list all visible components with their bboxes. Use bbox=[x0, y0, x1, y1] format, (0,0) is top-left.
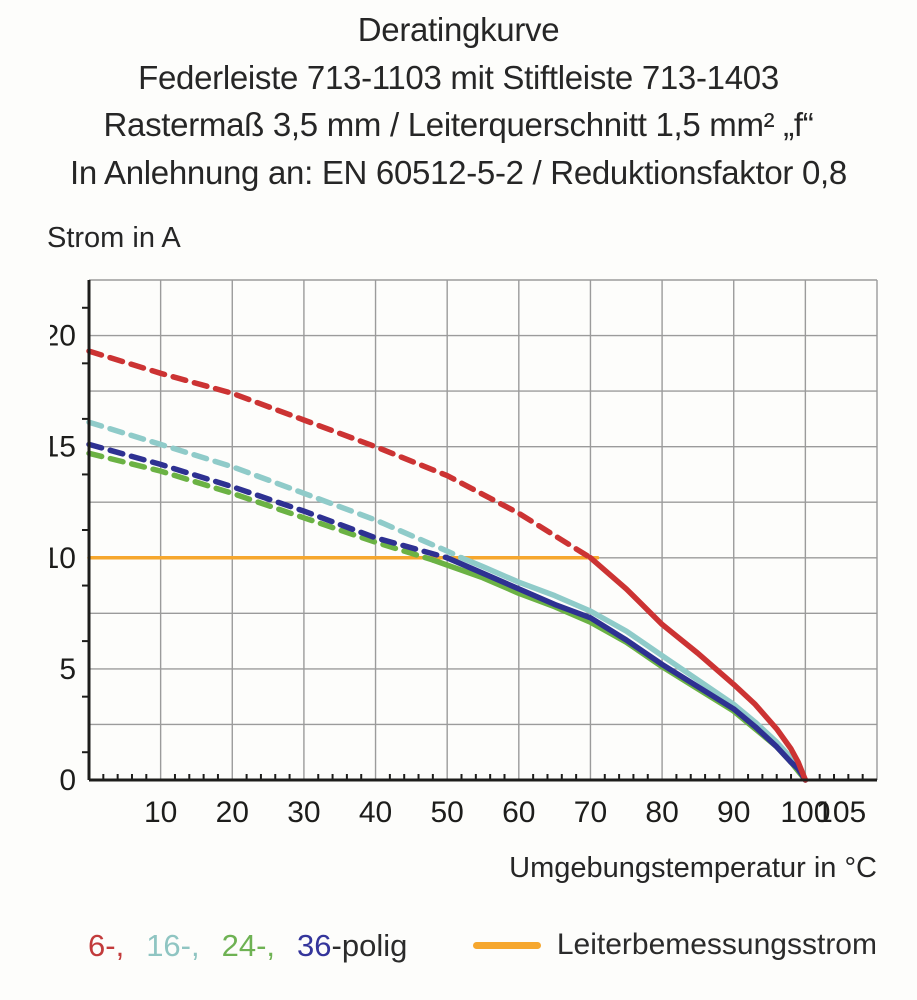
x-tick-label: 50 bbox=[430, 796, 463, 829]
y-tick-label: 15 bbox=[50, 431, 76, 464]
legend-item-6-polig: 6-, bbox=[88, 928, 125, 963]
x-tick-label: 20 bbox=[216, 796, 249, 829]
x-tick-label: 30 bbox=[287, 796, 320, 829]
legend-item-36-polig: 36-polig bbox=[297, 928, 407, 964]
curve-dashed-16-polig bbox=[86, 419, 465, 561]
legend-item-36-number: 36 bbox=[297, 928, 332, 963]
x-tick-label: 100 bbox=[780, 796, 830, 829]
x-axis-title: Umgebungstemperatur in °C bbox=[509, 852, 877, 884]
reference-line-label: Leiterbemessungsstrom bbox=[556, 928, 877, 961]
x-tick-label: 70 bbox=[574, 796, 607, 829]
title-line-4: In Anlehnung an: EN 60512-5-2 / Reduktio… bbox=[70, 153, 847, 191]
x-tick-label: 90 bbox=[717, 796, 750, 829]
reference-line-swatch bbox=[472, 941, 541, 949]
y-tick-label: 10 bbox=[50, 542, 76, 575]
curve-solid-36-polig bbox=[444, 555, 809, 783]
y-tick-label: 0 bbox=[59, 764, 76, 797]
curve-solid-16-polig bbox=[458, 555, 809, 783]
legend-row: 6-, 16-, 24-, 36-polig Leiterbemessungss… bbox=[0, 928, 917, 978]
title-line-3: Rastermaß 3,5 mm / Leiterquerschnitt 1,5… bbox=[103, 106, 814, 143]
x-tick-label: 105 bbox=[816, 796, 866, 829]
chart-title-block: Deratingkurve Federleiste 713-1103 mit S… bbox=[0, 6, 917, 196]
curve-solid-24-polig bbox=[430, 557, 809, 783]
x-tick-label: 40 bbox=[359, 796, 392, 829]
x-tick-label: 10 bbox=[144, 796, 177, 829]
legend-reference-group: Leiterbemessungsstrom bbox=[472, 928, 877, 962]
y-tick-label: 20 bbox=[50, 320, 76, 353]
x-tick-label: 80 bbox=[645, 796, 678, 829]
curve-dashed-6-polig bbox=[86, 348, 594, 561]
legend-poles-group: 6-, 16-, 24-, 36-polig bbox=[88, 928, 407, 964]
legend-item-16-polig: 16-, bbox=[146, 928, 200, 963]
curve-dashed-36-polig bbox=[86, 441, 450, 561]
title-line-1: Deratingkurve bbox=[357, 11, 560, 48]
title-line-2: Federleiste 713-1103 mit Stiftleiste 713… bbox=[138, 58, 779, 96]
y-axis-title: Strom in A bbox=[47, 222, 181, 254]
legend-item-24-polig: 24-, bbox=[221, 928, 276, 963]
x-tick-label: 60 bbox=[502, 796, 535, 829]
y-tick-label: 5 bbox=[59, 653, 76, 686]
derating-chart: 10 20 30 40 50 60 70 80 90 100 105 0 5 10 15 20 bbox=[43, 250, 900, 870]
curve-solid-6-polig bbox=[587, 555, 809, 783]
curve-dashed-24-polig bbox=[86, 450, 436, 563]
legend-item-polig-suffix: -polig bbox=[331, 928, 408, 963]
